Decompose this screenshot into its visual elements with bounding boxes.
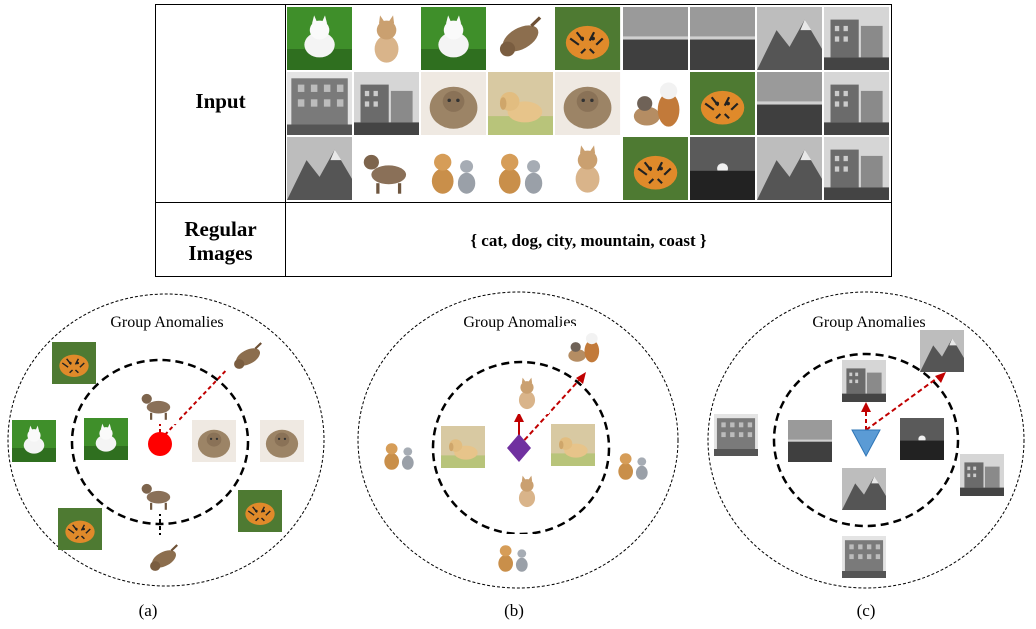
thumb-cat-longhair <box>192 420 236 462</box>
regular-images-row-label: Regular Images <box>184 217 257 265</box>
thumbnail-coast-sunset <box>689 137 755 200</box>
panel-c: Group Anomalies <box>704 290 1034 590</box>
thumb-dog-and-cat <box>377 432 421 474</box>
thumb-coast-sunset <box>900 418 944 460</box>
thumbnail-city-street <box>354 72 420 135</box>
thumb-city-coast <box>714 414 758 456</box>
outer-dashed-circle <box>357 291 679 589</box>
group-center-circle <box>148 432 172 456</box>
thumb-kitten <box>505 372 549 414</box>
thumb-dog-golden <box>441 426 485 468</box>
thumbnail-city-street <box>823 7 889 70</box>
outer-dashed-circle <box>7 293 325 587</box>
thumbnail-mountain-gray <box>756 137 822 200</box>
thumbnail-dog-and-cat <box>421 137 487 200</box>
thumb-cat-rolling-2 <box>142 538 186 580</box>
thumb-city-street-2 <box>960 454 1004 496</box>
thumb-mountain <box>842 468 886 510</box>
thumbnail-dog-golden <box>488 72 554 135</box>
outer-dashed-circle <box>707 291 1025 589</box>
thumbnail-mountain-gray <box>287 137 353 200</box>
thumb-kitten-2 <box>505 470 549 512</box>
panel-b: Group Anomalies <box>355 290 685 590</box>
arrowhead-icon <box>514 412 524 422</box>
thumb-cat-tabby-2 <box>135 472 179 514</box>
thumb-coast-mountain <box>920 330 964 372</box>
thumbnail-tiger <box>622 137 688 200</box>
panel-c-diagram <box>707 291 1025 589</box>
arrow-to-outer <box>518 377 582 447</box>
thumbnail-cat-and-dog <box>622 72 688 135</box>
thumb-tiger-2 <box>238 490 282 532</box>
thumbnail-mountain-gray <box>756 7 822 70</box>
table-divider-horizontal <box>156 202 891 203</box>
panel-c-caption: (c) <box>856 601 876 620</box>
thumb-city-street <box>842 360 886 402</box>
thumbnail-city-building <box>287 72 353 135</box>
thumbnail-coast-gray <box>756 72 822 135</box>
thumbnail-coast-gray <box>689 7 755 70</box>
panel-a-title: Group Anomalies <box>110 314 224 331</box>
input-table: Input Regular Images { cat, dog, city, m… <box>155 4 892 277</box>
arrowhead-icon <box>861 402 871 412</box>
thumb-cat-and-dog <box>561 326 605 368</box>
inner-dashed-circle <box>70 358 250 526</box>
thumb-cat-white-2 <box>84 418 128 460</box>
thumbnail-cat-longhair <box>421 72 487 135</box>
inner-dashed-circle <box>772 352 960 528</box>
thumbnail-cat-white-grass <box>421 7 487 70</box>
thumb-city-building <box>842 536 886 578</box>
thumbnail-cat-kitten <box>354 7 420 70</box>
thumb-dog-and-cat-2 <box>611 442 655 484</box>
thumbnail-cat-white-grass <box>287 7 353 70</box>
thumbnail-dog-and-cat <box>488 137 554 200</box>
thumbnail-coast-gray <box>622 7 688 70</box>
arrowhead-icon <box>935 372 946 383</box>
panel-a-caption: (a) <box>138 601 158 620</box>
group-center-triangle <box>851 429 881 458</box>
table-divider-vertical <box>285 5 286 276</box>
thumbnail-tiger <box>555 7 621 70</box>
regular-images-value: { cat, dog, city, mountain, coast } <box>470 231 707 250</box>
panel-c-title: Group Anomalies <box>812 314 926 331</box>
thumb-cat-tabby <box>135 382 179 424</box>
thumbnail-cat-tabby <box>354 137 420 200</box>
thumbnail-city-street <box>823 137 889 200</box>
thumbnail-city-street <box>823 72 889 135</box>
arrow-to-outer <box>159 361 235 441</box>
thumb-cat-longhair-2 <box>260 420 304 462</box>
thumb-cat-rolling <box>226 336 270 378</box>
input-thumbnail-grid <box>287 7 889 200</box>
thumbnail-cat-tabby-rolling <box>488 7 554 70</box>
thumbnail-cat-longhair <box>555 72 621 135</box>
thumb-coast <box>788 420 832 462</box>
thumbnail-tiger <box>689 72 755 135</box>
arrow-to-outer <box>865 375 941 431</box>
input-row-label: Input <box>195 89 246 113</box>
thumbnail-cat-kitten <box>555 137 621 200</box>
panel-a-diagram <box>7 293 325 587</box>
group-center-diamond <box>507 434 531 462</box>
panel-a: Group Anomalies <box>2 290 332 590</box>
arrowhead-icon <box>576 372 586 384</box>
panel-b-caption: (b) <box>504 601 524 620</box>
thumb-tiger-3 <box>58 508 102 550</box>
thumb-dog-and-cat-3 <box>491 534 535 576</box>
thumb-dog-golden-2 <box>551 424 595 466</box>
panel-b-title: Group Anomalies <box>463 314 577 331</box>
thumb-tiger <box>52 342 96 384</box>
thumb-cat-white <box>12 420 56 462</box>
